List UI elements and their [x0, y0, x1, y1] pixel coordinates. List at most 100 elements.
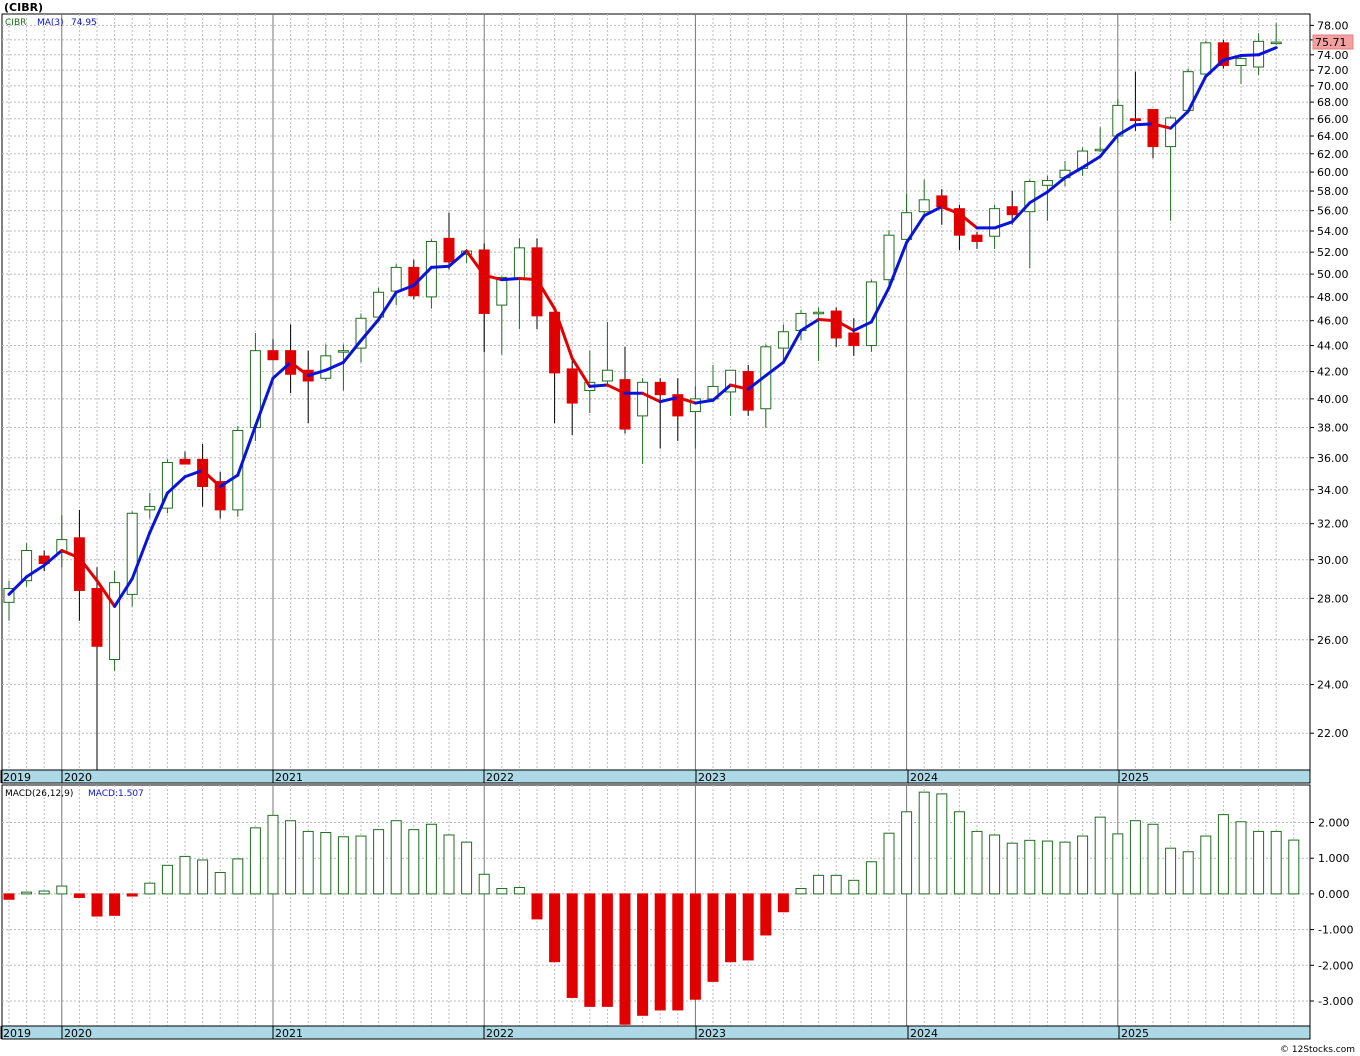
macd-bar-negative [91, 893, 103, 917]
candle-up [144, 505, 156, 511]
macd-bar-negative [777, 893, 789, 913]
macd-bar-positive [425, 823, 437, 895]
ma3-line-segment [341, 338, 363, 364]
macd-bar-positive [848, 879, 860, 895]
macd-bar-positive [179, 855, 191, 895]
year-label: 2025 [1121, 1027, 1149, 1040]
ma3-line-segment [905, 214, 926, 245]
last-price-badge [1312, 34, 1354, 50]
ma3-line-segment [869, 286, 891, 324]
macd-x-axis-band [1, 1025, 1311, 1040]
macd-bar-positive [1253, 830, 1265, 895]
year-label: 2024 [910, 1027, 938, 1040]
ma3-line-segment [817, 317, 838, 323]
candle-up [989, 208, 1001, 237]
ma3-line-segment [60, 549, 81, 560]
macd-bar-positive [883, 832, 895, 895]
ma3-line-segment [359, 317, 381, 342]
macd-bar-positive [197, 859, 209, 895]
ma3-line-segment [799, 317, 821, 333]
macd-bar-positive [989, 834, 1001, 895]
candle-up [813, 311, 825, 315]
ma3-line-segment [729, 383, 750, 391]
macd-bar-positive [830, 874, 842, 895]
price-tick-label: 26.00 [1317, 634, 1349, 647]
macd-bar-negative [531, 893, 543, 920]
ma3-line-segment [641, 391, 662, 404]
macd-panel: 2.000 1.000 0.000 -1.000 -2.000 -3.000 MACD(26… [0, 784, 1353, 1040]
candle-down [1217, 42, 1229, 66]
macd-bar-negative [637, 893, 649, 1016]
ma3-line-segment [570, 356, 592, 388]
candle-down [619, 379, 631, 430]
candle-up [232, 430, 244, 511]
macd-bar-positive [443, 834, 455, 895]
candle-up [126, 512, 138, 595]
ma3-line-segment [1045, 176, 1067, 194]
ma3-line-segment [711, 383, 733, 402]
ma3-line-segment [922, 205, 944, 218]
macd-bar-positive [1112, 833, 1124, 895]
candle-down [214, 481, 226, 511]
candle-up [513, 247, 525, 280]
ma3-line-segment [113, 577, 134, 608]
macd-bar-negative [654, 893, 666, 1011]
ma3-line-segment [1151, 122, 1173, 130]
ma3-line-segment [1116, 123, 1137, 137]
ma3-line-segment [289, 360, 310, 378]
ma3-line-segment [306, 368, 328, 378]
macd-bar-negative [126, 893, 138, 897]
macd-bar-positive [355, 835, 367, 895]
macd-bar-positive [390, 820, 402, 895]
macd-bar-positive [813, 874, 825, 895]
ma3-line-segment [447, 249, 469, 268]
year-label: 2023 [698, 771, 726, 784]
price-tick-label: 36.00 [1317, 452, 1349, 465]
macd-bar-positive [1041, 840, 1053, 895]
macd-bar-positive [267, 814, 279, 895]
ma3-line-segment [25, 563, 46, 579]
ma3-line-segment [429, 264, 451, 269]
ma3-line-segment [658, 395, 680, 404]
candle-down [953, 208, 965, 236]
candle-down [742, 371, 754, 411]
ma3-line-segment [482, 273, 504, 282]
macd-bar-positive [1165, 847, 1177, 895]
candle-down [830, 310, 842, 339]
year-label: 2019 [3, 771, 31, 784]
macd-bar-positive [1094, 816, 1106, 895]
macd-bar-positive [249, 827, 261, 895]
macd-bar-negative [566, 893, 578, 998]
last-price-label: 75.71 [1315, 36, 1347, 49]
macd-bar-negative [619, 893, 631, 1025]
macd-tick-label: -3.000 [1318, 995, 1353, 1008]
price-tick-label: 44.00 [1317, 340, 1349, 353]
price-panel: 78.0076.0074.0072.0070.0068.0066.0064.00… [0, 13, 1354, 784]
macd-bar-positive [461, 841, 473, 895]
ma3-line-segment [1257, 46, 1278, 57]
ma3-line-segment [7, 575, 29, 596]
macd-bar-negative [707, 893, 719, 982]
ma3-line-segment [271, 360, 293, 380]
candle-up [883, 234, 895, 281]
ma3-line-segment [1098, 133, 1120, 158]
price-tick-label: 70.00 [1317, 80, 1349, 93]
year-label: 2019 [3, 1027, 31, 1040]
price-tick-label: 42.00 [1317, 366, 1349, 379]
candle-down [1129, 118, 1141, 121]
macd-bar-positive [918, 791, 930, 895]
macd-bar-positive [513, 886, 525, 895]
ma3-line-segment [588, 383, 609, 388]
ma3-line-segment [834, 319, 856, 333]
price-tick-label: 50.00 [1317, 268, 1349, 281]
candle-up [601, 369, 613, 382]
ma3-line-segment [183, 468, 205, 479]
year-label: 2022 [486, 1027, 514, 1040]
macd-bar-positive [795, 888, 807, 895]
macd-tick-label: 2.000 [1318, 816, 1350, 829]
price-x-axis-band [1, 769, 1311, 784]
ma3-line-segment [253, 376, 275, 428]
macd-bar-positive [1024, 839, 1036, 895]
macd-bar-positive [1217, 814, 1229, 895]
legend-symbol: CIBR [5, 18, 26, 28]
